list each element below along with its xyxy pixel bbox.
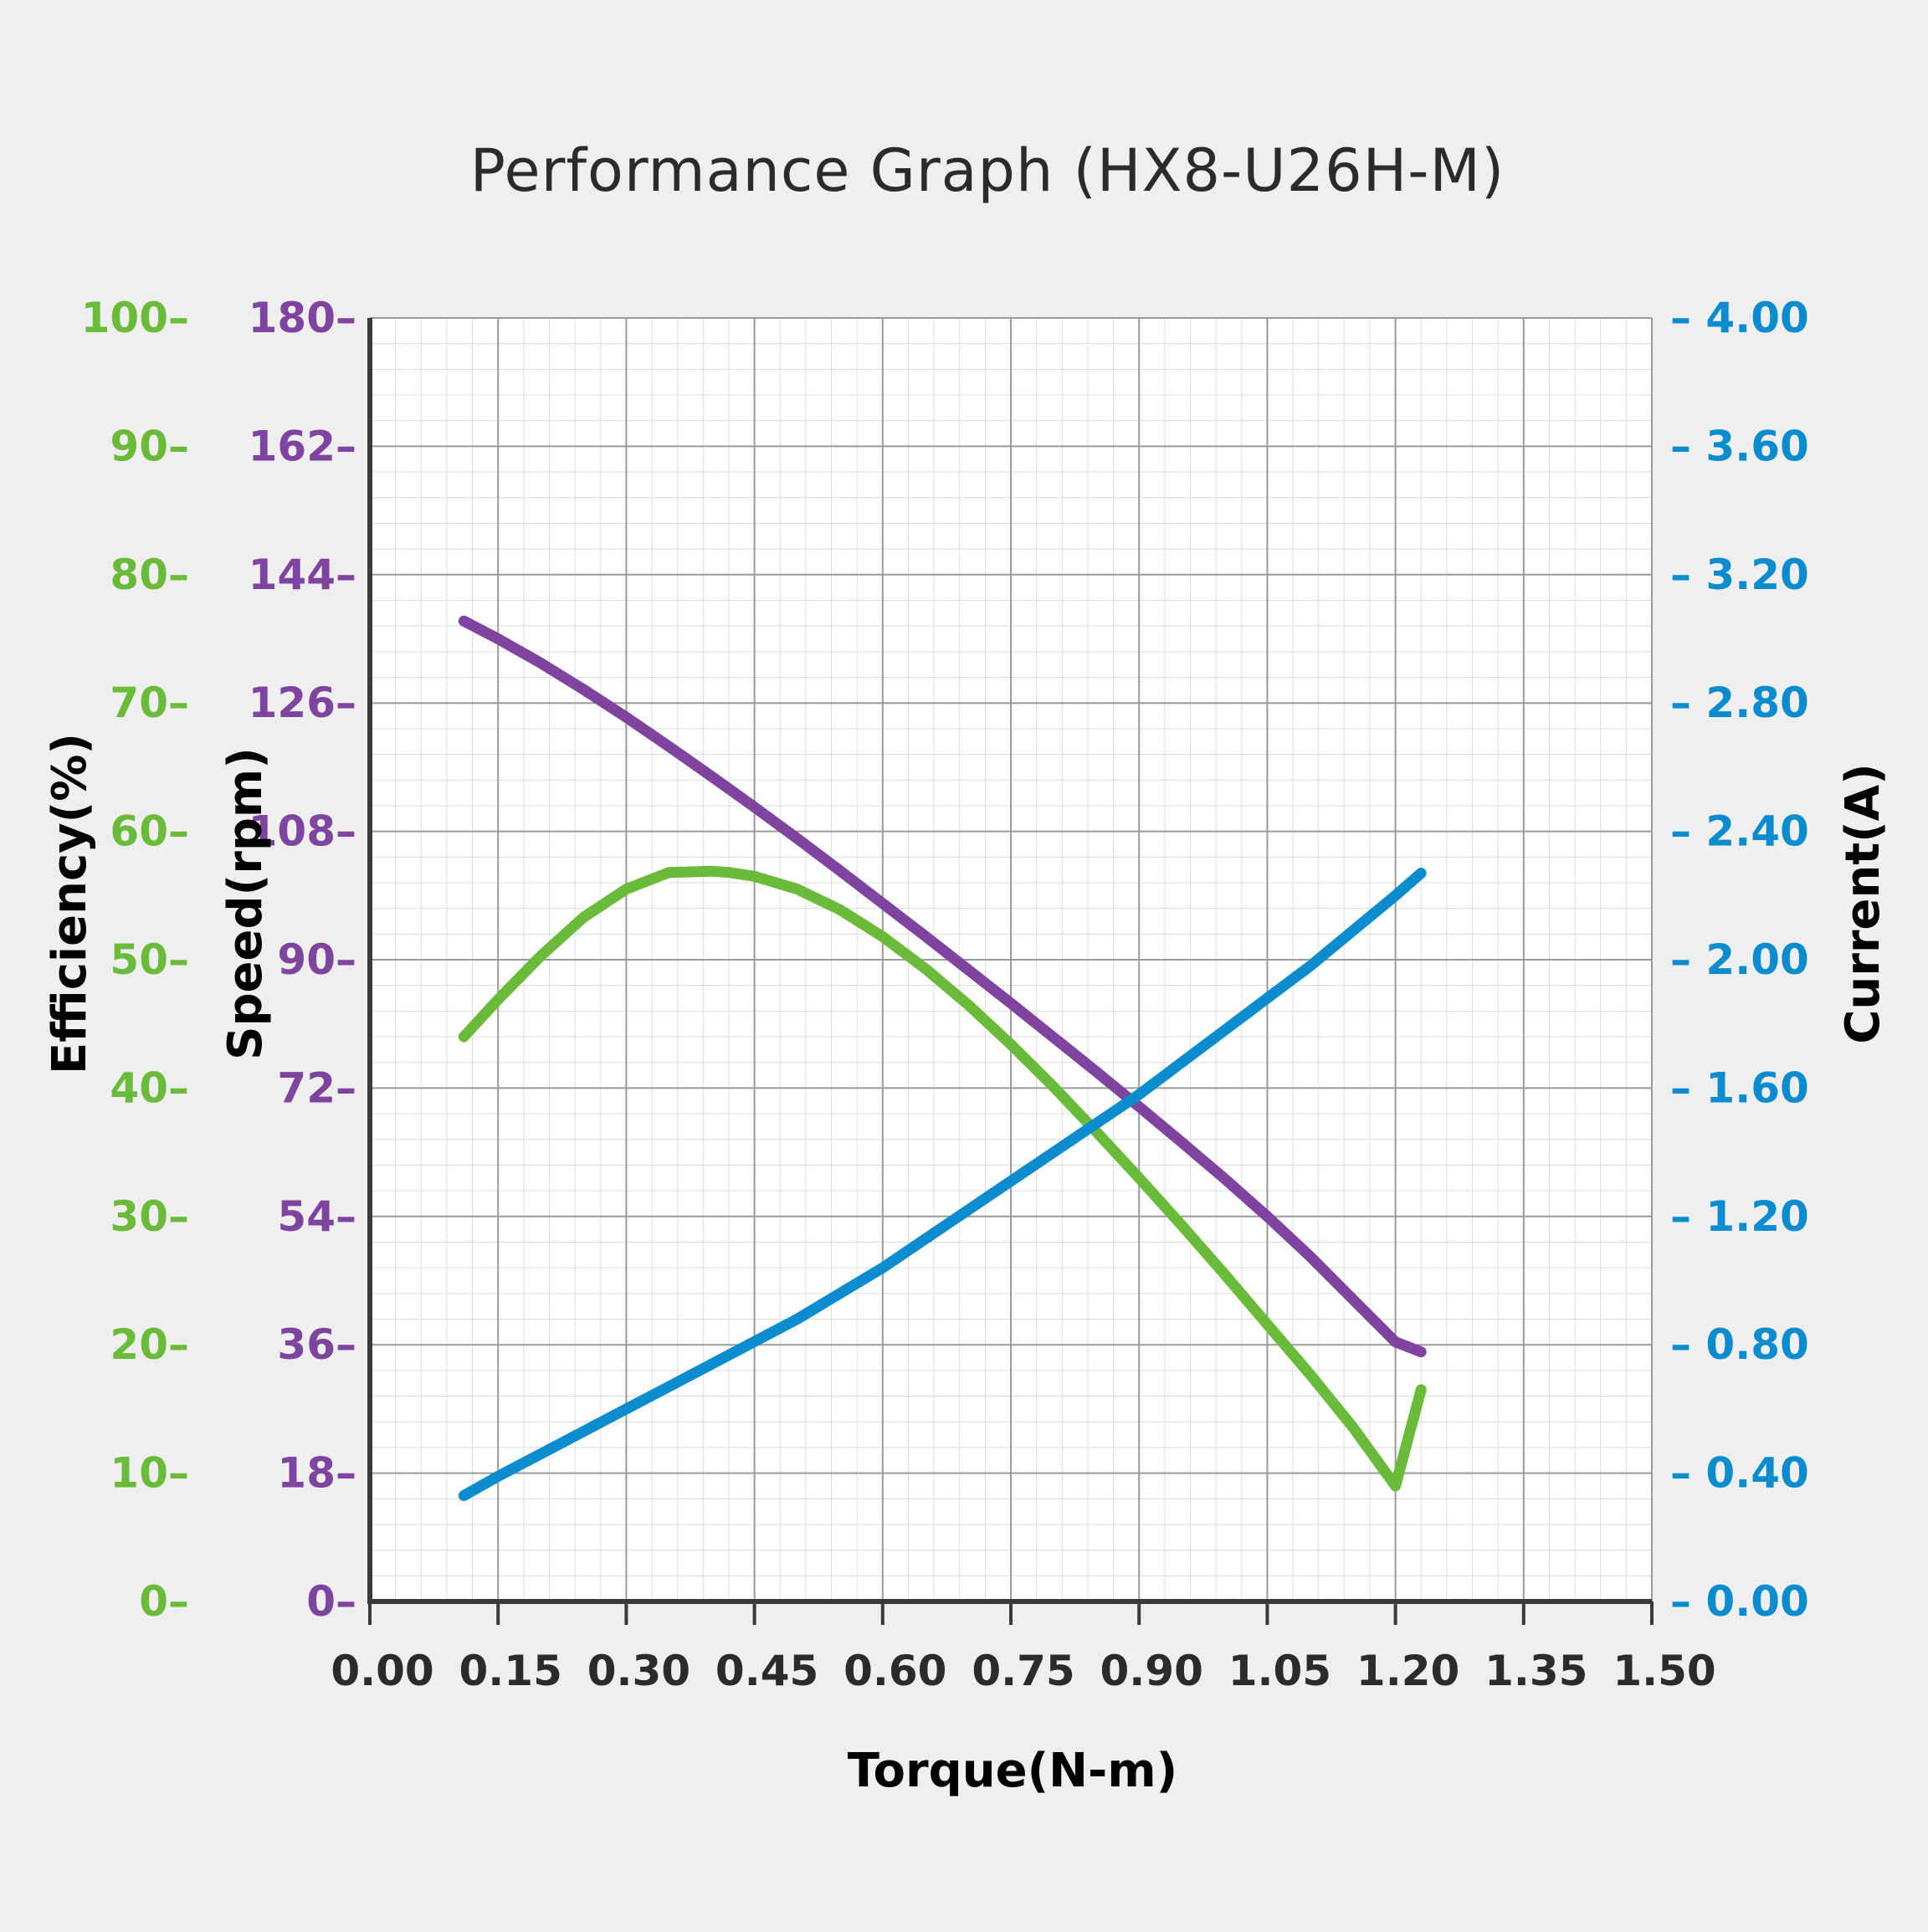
efficiency-tick-label: 90– — [110, 422, 189, 470]
speed-axis-title: Speed(rpm) — [218, 747, 273, 1060]
x-tick-label: 0.15 — [459, 1647, 562, 1695]
x-tick-label: 0.75 — [972, 1647, 1074, 1695]
efficiency-tick-label: 30– — [110, 1192, 189, 1241]
speed-tick-label: 18– — [277, 1449, 356, 1498]
current-tick-label: – 3.60 — [1670, 422, 1809, 470]
efficiency-tick-label: 10– — [110, 1449, 189, 1498]
speed-tick-label: 180– — [249, 294, 356, 342]
current-tick-label: – 4.00 — [1670, 294, 1809, 342]
efficiency-tick-label: 60– — [110, 807, 189, 856]
current-tick-label: – 2.40 — [1670, 807, 1809, 856]
x-tick-label: 0.00 — [331, 1647, 433, 1695]
chart-title: Performance Graph (HX8-U26H-M) — [470, 136, 1505, 205]
series-lines — [458, 615, 1427, 1501]
speed-tick-label: 0– — [306, 1577, 356, 1626]
speed-tick-label: 162– — [249, 422, 356, 470]
x-tick-label: 0.30 — [587, 1647, 690, 1695]
axes: 0.00 0.15 0.30 0.45 0.60 0.75 0.90 1.05 1.20 1.35… — [81, 294, 1809, 1695]
efficiency-curve — [458, 865, 1427, 1492]
current-axis-title: Current(A) — [1836, 763, 1890, 1043]
grid — [370, 317, 1653, 1601]
current-tick-label: – 3.20 — [1670, 551, 1809, 599]
speed-curve — [458, 615, 1427, 1358]
speed-tick-label: 90– — [277, 935, 356, 984]
x-tick-label: 1.05 — [1228, 1647, 1331, 1695]
current-tick-label: – 0.80 — [1670, 1320, 1809, 1369]
speed-tick-label: 72– — [277, 1063, 356, 1112]
efficiency-tick-label: 80– — [110, 551, 189, 599]
efficiency-tick-label: 0– — [139, 1577, 189, 1626]
efficiency-axis-title: Efficiency(%) — [43, 733, 97, 1074]
speed-tick-label: 108– — [249, 807, 356, 856]
current-tick-label: – 0.40 — [1670, 1449, 1809, 1498]
efficiency-tick-label: 100– — [81, 294, 189, 342]
efficiency-tick-label: 50– — [110, 935, 189, 984]
current-tick-label: – 2.80 — [1670, 679, 1809, 727]
current-tick-label: – 1.20 — [1670, 1192, 1809, 1241]
speed-tick-label: 54– — [277, 1192, 356, 1241]
current-tick-label: – 1.60 — [1670, 1063, 1809, 1112]
current-curve — [458, 868, 1427, 1501]
current-tick-label: – 0.00 — [1670, 1577, 1809, 1626]
x-tick-label: 1.35 — [1484, 1647, 1587, 1695]
speed-tick-label: 126– — [249, 679, 356, 727]
efficiency-tick-label: 20– — [110, 1320, 189, 1369]
speed-tick-label: 144– — [249, 551, 356, 599]
x-tick-label: 1.50 — [1613, 1647, 1715, 1695]
x-tick-label: 0.45 — [715, 1647, 818, 1695]
x-axis-title: Torque(N-m) — [848, 1744, 1177, 1798]
efficiency-tick-label: 40– — [110, 1063, 189, 1112]
x-tick-label: 0.90 — [1100, 1647, 1203, 1695]
speed-tick-label: 36– — [277, 1320, 356, 1369]
efficiency-tick-label: 70– — [110, 679, 189, 727]
current-tick-label: – 2.00 — [1670, 935, 1809, 984]
x-tick-label: 0.60 — [844, 1647, 946, 1695]
x-tick-label: 1.20 — [1356, 1647, 1459, 1695]
